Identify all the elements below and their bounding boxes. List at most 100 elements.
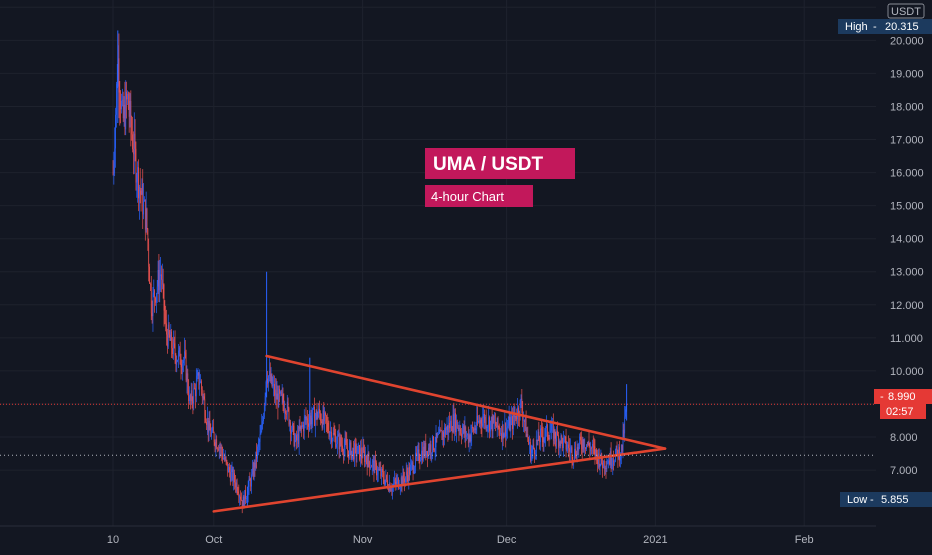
candle-body [387,479,388,488]
candle-body [486,426,488,428]
candle-body [527,433,529,440]
candle-body [275,389,277,400]
candle-body [597,454,598,465]
candle-body [421,450,422,460]
candle-body [396,479,398,484]
candle-body [137,167,138,182]
candle-body [212,426,213,432]
candle-body [232,469,234,483]
candle-body [347,448,348,451]
candle-body [454,413,456,430]
candle-body [144,199,145,202]
time-axis[interactable]: 10 Oct Nov Dec 2021 Feb [0,525,876,546]
candle-body [385,475,387,480]
candle-body [321,421,323,428]
candle-body [412,462,414,474]
candle-body [441,430,443,440]
candle-body [274,384,275,396]
candle-body [493,416,495,423]
candle-body [138,167,139,199]
candle-body [431,453,433,454]
candle-body [462,425,464,431]
candle-body [535,439,537,454]
candle-body [524,420,525,422]
candle-body [187,373,189,391]
candle-body [377,474,378,476]
candle-body [463,425,465,434]
candle-body [408,467,410,481]
candle-body [197,372,199,376]
candle-body [342,445,343,452]
candle-body [415,452,416,467]
candle-body [196,375,198,381]
candle-body [294,440,296,447]
candle-body [177,359,178,362]
candle-body [394,479,395,484]
candle-body [515,415,517,420]
candle-body [574,448,575,460]
candle-body [367,452,369,468]
candle-body [217,448,218,450]
candle-body [391,490,393,492]
candle-body [450,420,451,429]
candle-body [434,446,436,451]
candle-body [519,399,521,417]
candle-body [289,422,291,425]
candle-body [611,464,613,466]
candle-body [448,422,450,433]
candle-body [578,443,580,451]
candle-body [325,412,326,416]
candle-body [124,104,126,130]
candle-body [257,446,258,459]
candle-body [477,415,478,423]
candle-body [161,274,162,280]
candle-body [249,478,251,481]
candle-body [163,284,165,311]
candle-body [130,101,132,127]
candle-body [422,450,423,461]
candle-body [236,482,238,492]
candle-body [208,421,210,433]
candle-body [269,370,270,377]
candle-body [407,474,409,481]
candle-body [564,436,566,438]
candle-body [334,434,336,436]
candle-body [541,428,542,430]
candle-body [513,412,514,429]
candle-body [286,414,287,415]
candle-body [316,410,318,420]
candle-body [113,161,115,173]
candle-body [586,444,587,449]
candle-body [608,460,609,464]
x-tick-label: 10 [107,534,119,546]
candle-body [508,416,510,426]
candle-body [558,441,560,448]
candle-body [456,420,458,429]
candle-body [250,480,252,487]
candle-body [388,487,389,491]
candle-body [204,399,206,418]
candle-body [310,415,312,425]
candle-body [490,420,491,432]
candle-body [620,456,621,461]
candle-body [514,415,516,418]
candle-body [182,363,184,371]
candle-body [261,425,263,432]
candle-body [364,450,365,462]
candle-body [190,390,192,401]
candle-body [252,468,254,477]
candle-body [546,424,547,428]
candle-body [581,447,583,450]
candle-body [123,104,125,119]
candle-body [280,391,282,395]
candle-body [348,445,350,458]
candle-body [222,453,223,460]
candle-body [505,423,507,437]
candle-body [181,367,183,371]
candle-body [343,446,345,455]
candle-body [563,437,564,449]
x-tick-label: Feb [795,534,814,546]
candle-body [293,425,295,447]
